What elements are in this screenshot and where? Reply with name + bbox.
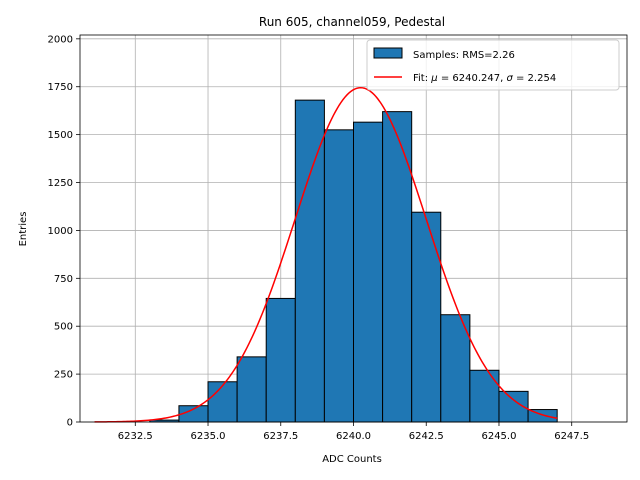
chart-title: Run 605, channel059, Pedestal (259, 15, 445, 29)
legend-fit-mu: μ (430, 73, 437, 84)
y-tick-label: 1000 (48, 226, 73, 237)
x-axis-label: ADC Counts (322, 454, 382, 465)
gaussian-fit-curve (94, 86, 558, 423)
histogram-bar (353, 121, 384, 423)
histogram-bar (265, 297, 296, 423)
y-tick-label: 250 (54, 370, 73, 381)
legend: Samples: RMS=2.26 Fit: μ = 6240.247, σ =… (366, 39, 620, 91)
x-tick-label: 6245.0 (481, 431, 516, 442)
histogram-bar (294, 99, 325, 423)
legend-label-samples: Samples: RMS=2.26 (413, 50, 515, 61)
histogram-bar (469, 369, 500, 423)
y-tick-label: 1250 (48, 178, 73, 189)
legend-fit-prefix: Fit: (413, 73, 431, 84)
legend-frame (366, 39, 620, 91)
y-tick-label: 0 (67, 418, 73, 429)
y-tick-label: 2000 (48, 34, 73, 45)
histogram-bar (323, 129, 355, 423)
x-tick-label: 6237.5 (263, 431, 298, 442)
y-tick-label: 750 (54, 274, 73, 285)
y-axis-ticks: 0 250 500 750 1000 1250 1500 1750 2000 (48, 34, 80, 429)
legend-fit-sigma: σ (506, 73, 513, 84)
histogram-bar (382, 111, 413, 423)
y-axis-label: Entries (18, 212, 29, 247)
histogram-bar (411, 211, 442, 423)
x-tick-label: 6247.5 (554, 431, 589, 442)
histogram-bar (236, 356, 267, 423)
histogram-bar (440, 314, 471, 423)
x-tick-label: 6235.0 (191, 431, 226, 442)
y-tick-label: 1500 (48, 130, 73, 141)
legend-fit-suffix: = 2.254 (513, 73, 556, 84)
fit-curve-layer (94, 86, 558, 423)
x-tick-label: 6242.5 (409, 431, 444, 442)
histogram-bar (207, 381, 238, 423)
legend-swatch-samples (373, 47, 403, 59)
legend-label-fit: Fit: μ = 6240.247, σ = 2.254 (413, 73, 556, 84)
y-tick-label: 1750 (48, 82, 73, 93)
y-tick-label: 500 (54, 322, 73, 333)
legend-fit-mid: = 6240.247, (438, 73, 507, 84)
x-tick-label: 6232.5 (118, 431, 153, 442)
x-tick-label: 6240.0 (336, 431, 371, 442)
x-axis-ticks: 6232.5 6235.0 6237.5 6240.0 6242.5 6245.0 6247… (118, 422, 589, 442)
